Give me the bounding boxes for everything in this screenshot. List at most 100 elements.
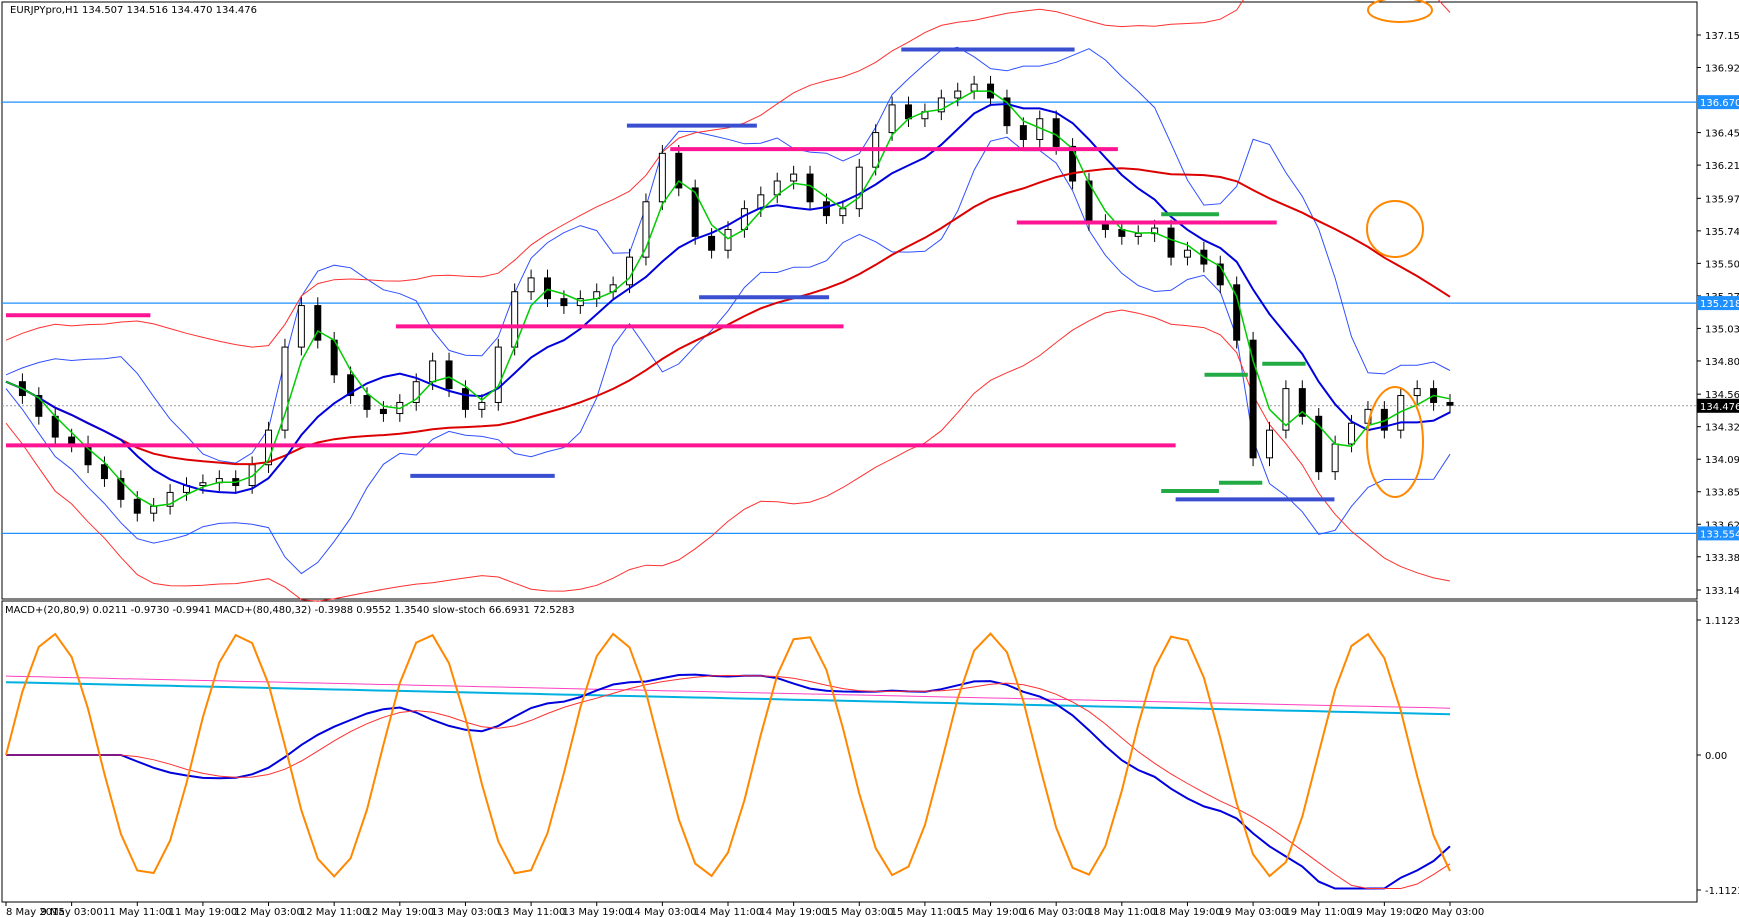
y-tick-label: 135.035: [1705, 324, 1739, 335]
x-tick-label: 9 May 03:00: [41, 907, 103, 917]
candle-body: [363, 395, 371, 410]
y-tick-label: 133.385: [1705, 553, 1739, 564]
sub-plot-layer: [5, 632, 1451, 890]
candle-body: [1233, 284, 1241, 341]
highlight-ellipse: [1366, 200, 1424, 258]
candle-body: [1315, 415, 1323, 473]
price-tag: [1697, 95, 1739, 110]
candle-body: [445, 360, 453, 390]
candle-body: [1167, 227, 1175, 258]
sub-chart-info: MACD+(20,80,9) 0.0211 -0.9730 -0.9941 MA…: [5, 605, 575, 616]
macd-short-line: [6, 673, 1451, 890]
candle-body: [461, 388, 469, 410]
x-tick-label: 12 May 19:00: [366, 907, 435, 917]
bollinger-lower: [5, 136, 1451, 575]
candle-body: [790, 173, 798, 182]
candle-body: [1249, 339, 1257, 459]
candle-body: [839, 208, 847, 217]
candle-body: [117, 478, 125, 500]
candle-body: [1151, 227, 1159, 235]
stoch-line: [5, 632, 1451, 878]
candle-body: [1052, 118, 1060, 147]
highlight-ellipse: [1366, 386, 1424, 498]
y-tick-label: 136.450: [1705, 129, 1739, 140]
y-tick-label: 133.620: [1705, 520, 1739, 531]
macd-long-line: [5, 681, 1451, 716]
candle-body: [281, 346, 289, 431]
y-tick-label: 136.920: [1705, 64, 1739, 75]
candle-body: [560, 298, 568, 307]
x-tick-label: 18 May 11:00: [1088, 907, 1157, 917]
ma-fast-line: [5, 90, 1451, 508]
candle-body: [527, 277, 535, 293]
candle-body: [954, 90, 962, 99]
candle-body: [691, 187, 699, 237]
envelope-upper: [5, 0, 1451, 348]
macd-short-signal: [6, 674, 1451, 889]
candle-body: [1348, 422, 1356, 445]
candle-body: [1134, 233, 1142, 237]
candle-body: [1298, 388, 1306, 417]
x-tick-label: 13 May 11:00: [497, 907, 566, 917]
candle-body: [314, 305, 322, 341]
candle-body: [68, 436, 76, 445]
candle-body: [1019, 125, 1027, 140]
y-tick-label: 134.560: [1705, 390, 1739, 401]
candle-body: [1003, 97, 1011, 127]
y-tick-label: 134.090: [1705, 455, 1739, 466]
ma-mid-line: [5, 102, 1451, 494]
main-plot-layer: [2, 0, 1697, 602]
x-tick-label: 14 May 19:00: [759, 907, 828, 917]
axis-layer: 137.155 136.920 136.450 136.215 135.975 135.7…: [5, 31, 1739, 917]
x-tick-label: 13 May 19:00: [562, 907, 631, 917]
sub-y-tick-label: -1.1123: [1705, 886, 1739, 897]
candle-body: [658, 152, 666, 203]
y-tick-label: 135.975: [1705, 194, 1739, 205]
candle-body: [1266, 429, 1273, 459]
candle-body: [626, 256, 634, 286]
x-tick-label: 13 May 03:00: [431, 907, 500, 917]
y-tick-label: 133.855: [1705, 488, 1739, 499]
bollinger-upper: [5, 46, 1451, 464]
sub-y-tick-label: 1.1123: [1705, 616, 1739, 627]
candle-body: [970, 83, 978, 92]
x-tick-label: 14 May 03:00: [628, 907, 697, 917]
x-tick-label: 16 May 03:00: [1022, 907, 1091, 917]
candle-body: [511, 291, 519, 348]
y-tick-label: 134.800: [1705, 357, 1739, 368]
candle-body: [1069, 145, 1077, 182]
candle-body: [1216, 263, 1224, 286]
candle-body: [150, 505, 158, 514]
candle-body: [35, 395, 43, 417]
x-tick-label: 15 May 03:00: [825, 907, 894, 917]
y-tick-label: 135.505: [1705, 259, 1739, 270]
candle-body: [642, 201, 650, 258]
candle-body: [412, 381, 420, 403]
price-tag-label: 136.670: [1700, 98, 1739, 109]
candle-body: [544, 277, 551, 300]
x-tick-label: 15 May 11:00: [891, 907, 960, 917]
x-tick-label: 14 May 11:00: [694, 907, 763, 917]
y-tick-label: 136.215: [1705, 161, 1739, 172]
envelope-lower: [5, 309, 1451, 602]
candle-body: [265, 429, 273, 466]
price-tag: [1697, 526, 1739, 541]
x-tick-label: 12 May 03:00: [234, 907, 303, 917]
x-tick-label: 19 May 11:00: [1284, 907, 1353, 917]
candle-body: [1446, 401, 1454, 406]
highlight-ellipse: [1367, 0, 1433, 23]
candle-body: [905, 104, 912, 120]
main-chart-info: EURJPYpro,H1 134.507 134.516 134.470 134…: [10, 5, 257, 16]
x-tick-label: 11 May 19:00: [169, 907, 238, 917]
candle-body: [708, 235, 716, 251]
candle-body: [1282, 388, 1290, 431]
sub-y-tick-label: 0.00: [1705, 751, 1727, 762]
candle-body: [822, 201, 830, 217]
candle-body: [1413, 388, 1421, 397]
candle-body: [855, 166, 863, 210]
x-tick-label: 20 May 03:00: [1416, 907, 1485, 917]
candle-body: [429, 360, 437, 383]
candle-body: [478, 401, 486, 410]
x-tick-label: 11 May 11:00: [103, 907, 172, 917]
